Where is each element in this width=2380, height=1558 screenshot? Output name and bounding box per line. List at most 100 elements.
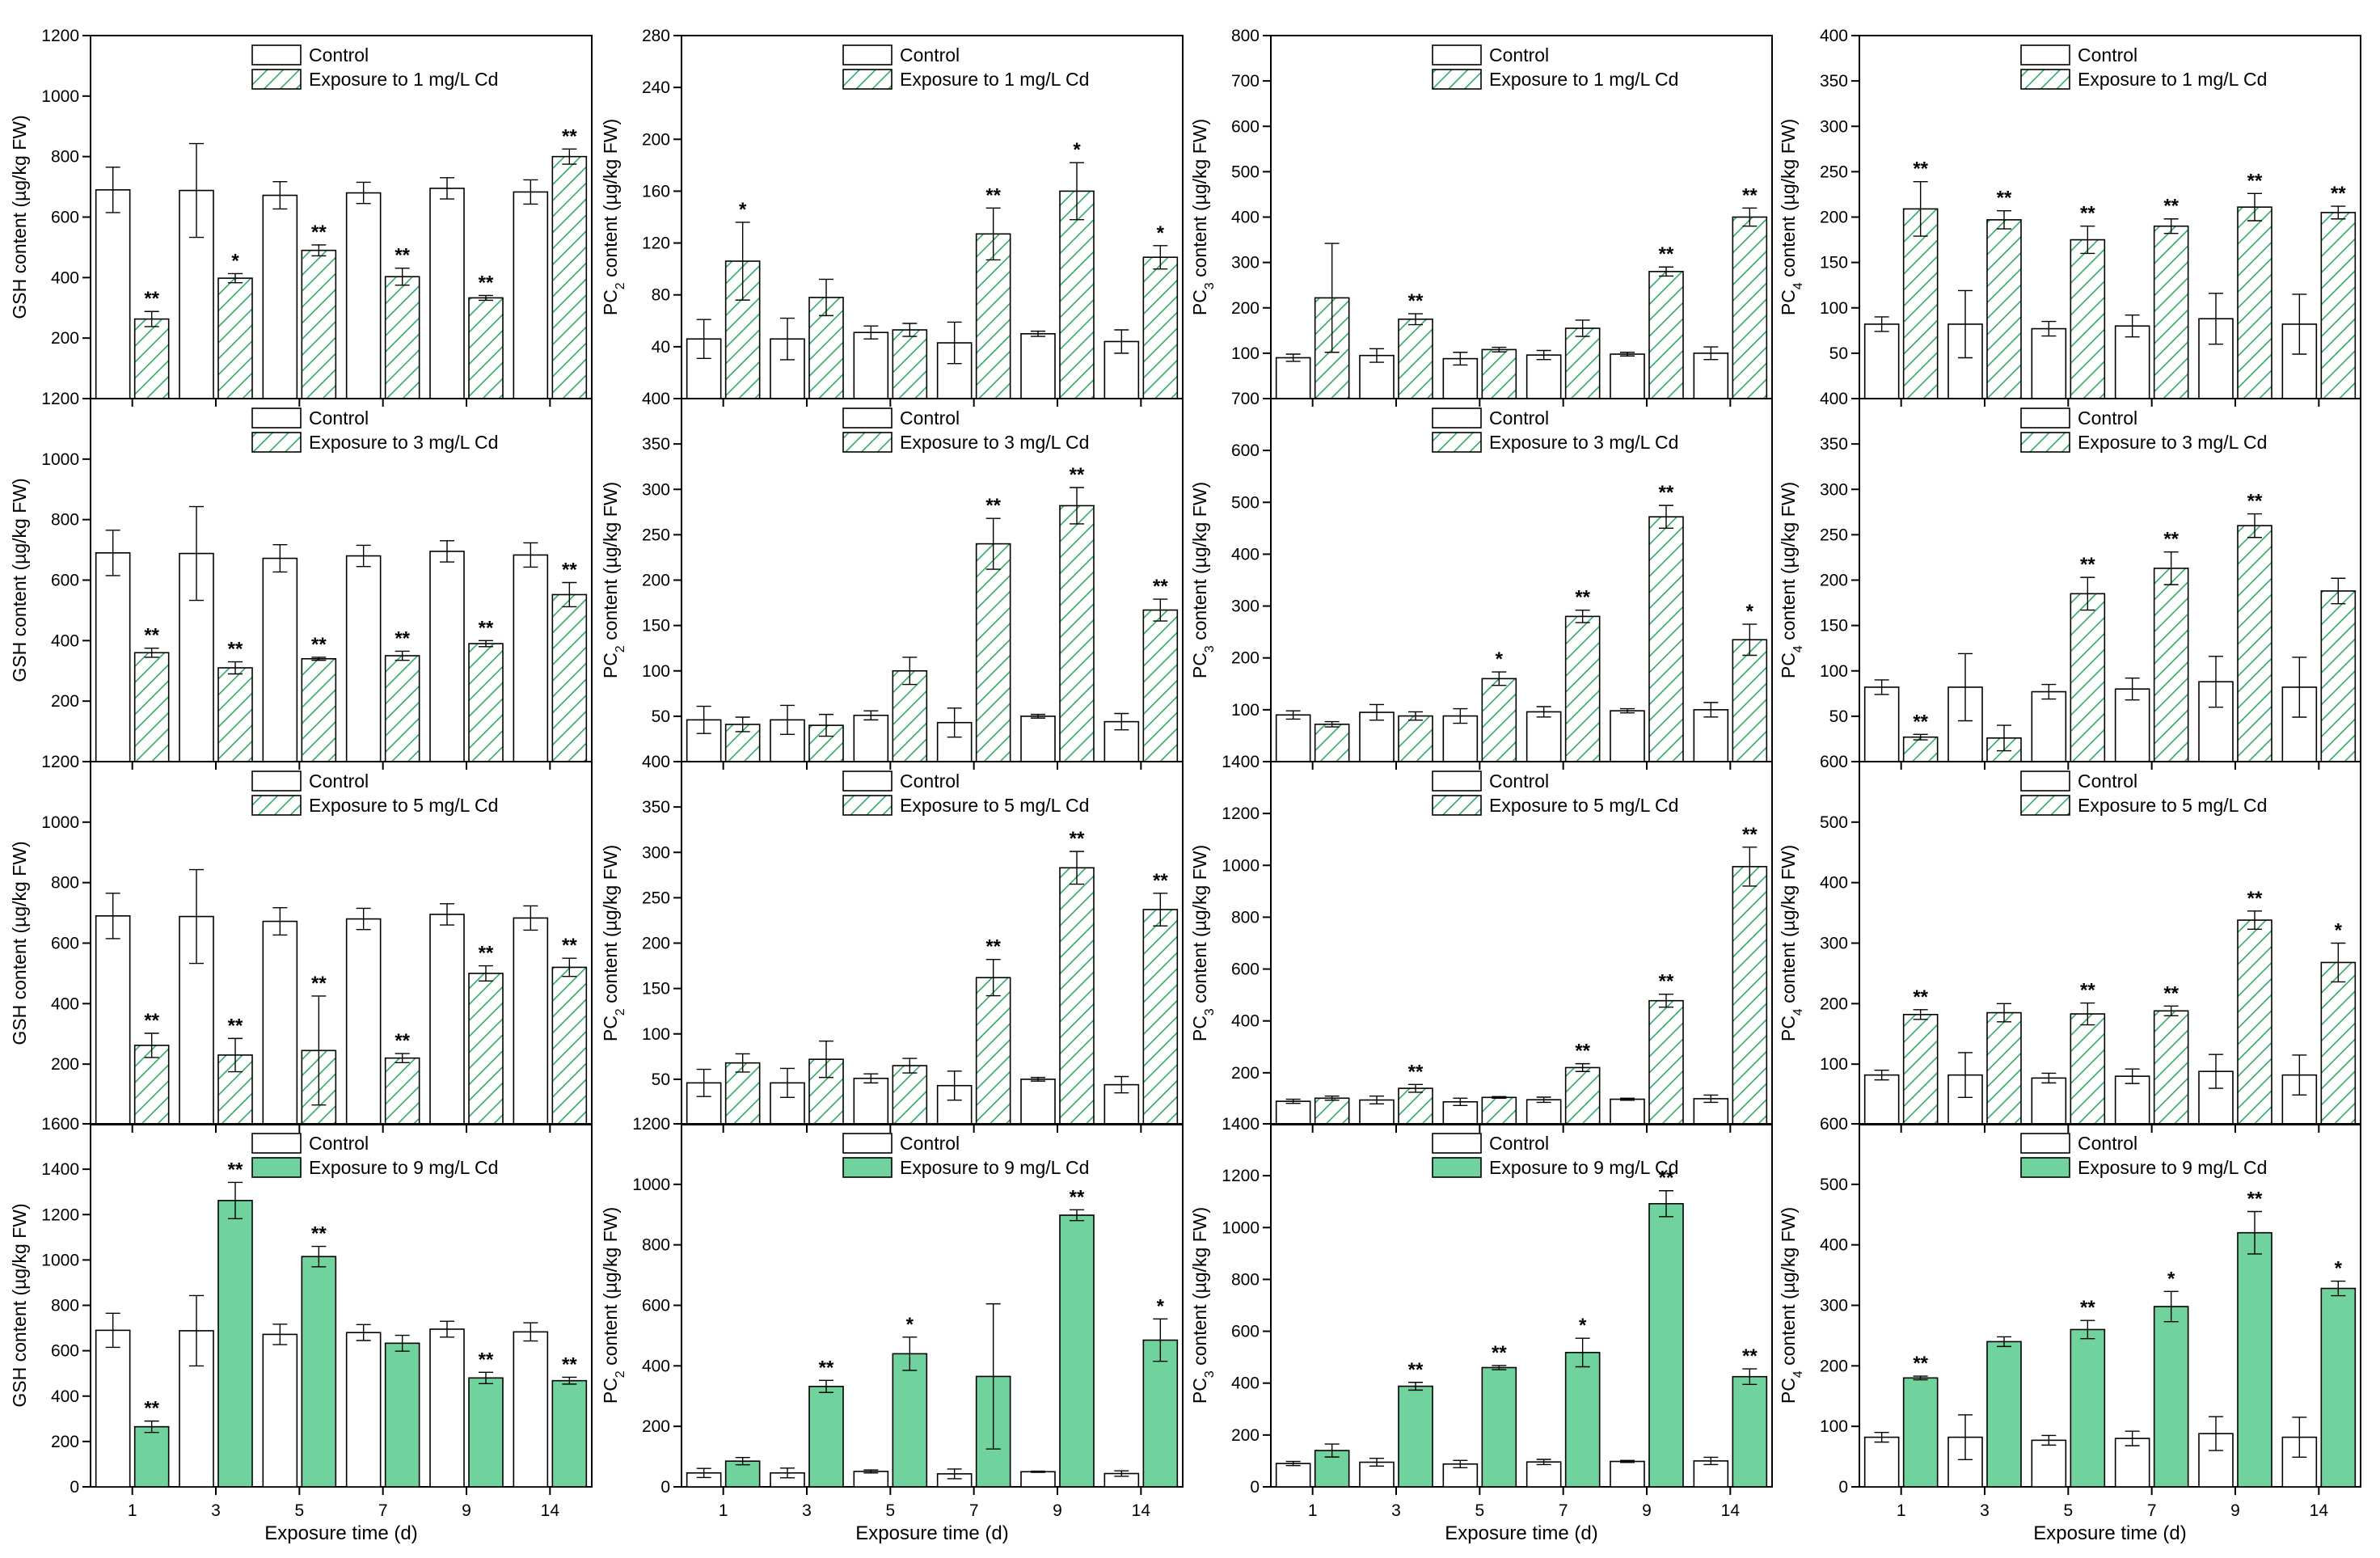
significance-mark: ** [1575,1041,1590,1062]
significance-mark: ** [985,936,1001,958]
y-tick-label: 100 [1820,662,1848,681]
exposure-bar-14 [1142,256,1179,399]
y-tick-label: 200 [642,572,670,590]
legend-swatch-exposure [251,432,302,453]
exposure-bar-7 [2153,225,2189,399]
x-axis-label: Exposure time (d) [2033,1522,2186,1544]
exposure-bar-1 [133,652,170,762]
legend: Control Exposure to 1 mg/L Cd [251,44,498,90]
x-tick-label: 14 [2310,1501,2329,1520]
y-tick-label: 120 [642,234,670,253]
y-tick-label: 300 [642,843,670,862]
y-tick-label: 1000 [41,87,79,106]
legend-label-control: Control [1489,44,1549,65]
exposure-bar-9 [1059,1214,1095,1488]
significance-mark: * [2335,1258,2343,1280]
exposure-bar-5 [1481,1366,1517,1488]
significance-mark: ** [1070,1186,1085,1208]
y-tick-label: 300 [1820,1297,1848,1315]
significance-mark: ** [1408,290,1424,312]
control-bar-1 [686,1082,722,1125]
significance-mark: * [1496,648,1504,670]
legend-label-exposure: Exposure to 9 mg/L Cd [1489,1157,1678,1178]
exposure-bar-9 [2237,1231,2272,1488]
exposure-bar-14 [2320,961,2357,1125]
x-tick-label: 1 [1897,1501,1906,1520]
y-tick-label: 600 [1231,961,1260,979]
significance-mark: ** [1070,464,1085,486]
control-bar-9 [1610,710,1645,762]
exposure-bar-9 [2237,525,2272,762]
y-axis-label: GSH content (µg/kg FW) [9,478,30,682]
exposure-bar-7 [384,276,420,399]
significance-mark: ** [479,272,494,293]
significance-mark: ** [1070,828,1085,850]
y-tick-label: 500 [1820,813,1848,832]
significance-mark: ** [2080,203,2095,225]
legend-swatch-control [842,771,892,792]
chart-panel-pc4-9: 0 100 200 300 400 500 600 PC4 content (µg/kg FW… [1778,1115,2361,1520]
legend-label-exposure: Exposure to 3 mg/L Cd [2078,432,2267,453]
y-tick-label: 400 [1820,1236,1848,1255]
significance-mark: ** [1153,576,1168,597]
y-tick-label: 50 [652,1070,670,1089]
control-bar-5 [2031,690,2067,762]
exposure-bar-3 [217,1200,253,1488]
control-bar-1 [1863,323,1900,399]
significance-mark: * [1746,601,1754,623]
y-tick-label: 200 [1820,994,1848,1013]
control-bar-5 [853,1471,889,1488]
y-tick-label: 400 [642,1357,670,1375]
exposure-bar-5 [2070,239,2106,399]
significance-mark: ** [985,495,1001,517]
exposure-bar-9 [468,643,504,762]
y-tick-label: 100 [642,1025,670,1044]
y-tick-label: 250 [642,889,670,907]
exposure-bar-3 [1986,1011,2022,1125]
exposure-bar-7 [2153,1306,2189,1488]
significance-mark: ** [395,1030,410,1052]
x-tick-label: 9 [462,1501,471,1520]
exposure-bar-14 [1142,1339,1179,1488]
y-tick-label: 160 [642,182,670,201]
control-bar-5 [853,1077,889,1125]
x-tick-label: 14 [1132,1501,1151,1520]
exposure-bar-5 [1481,348,1517,399]
x-tick-label: 3 [1391,1501,1401,1520]
y-tick-label: 300 [1820,935,1848,953]
legend-label-exposure: Exposure to 9 mg/L Cd [2078,1157,2267,1178]
control-bar-7 [1525,711,1562,762]
y-tick-label: 100 [642,662,670,681]
significance-mark: ** [2163,982,2179,1004]
chart-panel-pc2-9: 0 200 400 600 800 1000 1200 PC2 content (µg/kg … [600,1115,1184,1520]
y-axis-label: PC4 content (µg/kg FW) [1778,482,1805,678]
control-bar-7 [345,555,382,762]
y-tick-label: 600 [1820,753,1848,771]
exposure-bar-5 [892,329,928,399]
significance-mark: ** [311,973,327,994]
significance-mark: ** [144,288,159,310]
exposure-bar-14 [1142,909,1179,1125]
legend: Control Exposure to 9 mg/L Cd [842,1133,1089,1178]
exposure-bar-14 [1732,216,1768,399]
control-bar-14 [513,191,549,399]
legend: Control Exposure to 5 mg/L Cd [251,771,498,816]
x-tick-label: 7 [378,1501,388,1520]
y-tick-label: 40 [652,338,670,357]
y-tick-label: 700 [1231,390,1260,408]
exposure-bar-1 [1902,736,1939,762]
legend-label-control: Control [900,771,960,792]
legend: Control Exposure to 3 mg/L Cd [842,407,1089,453]
control-bar-5 [853,714,889,762]
x-tick-label: 5 [294,1501,304,1520]
y-tick-label: 200 [51,329,79,348]
significance-mark: ** [311,634,327,656]
control-bar-14 [513,917,549,1125]
significance-mark: * [1579,1315,1587,1336]
control-bar-5 [262,1333,298,1488]
y-tick-label: 800 [1231,27,1260,45]
control-bar-9 [429,1328,465,1488]
legend-label-exposure: Exposure to 1 mg/L Cd [1489,69,1678,90]
significance-mark: ** [311,1223,327,1245]
legend: Control Exposure to 9 mg/L Cd [251,1133,498,1178]
